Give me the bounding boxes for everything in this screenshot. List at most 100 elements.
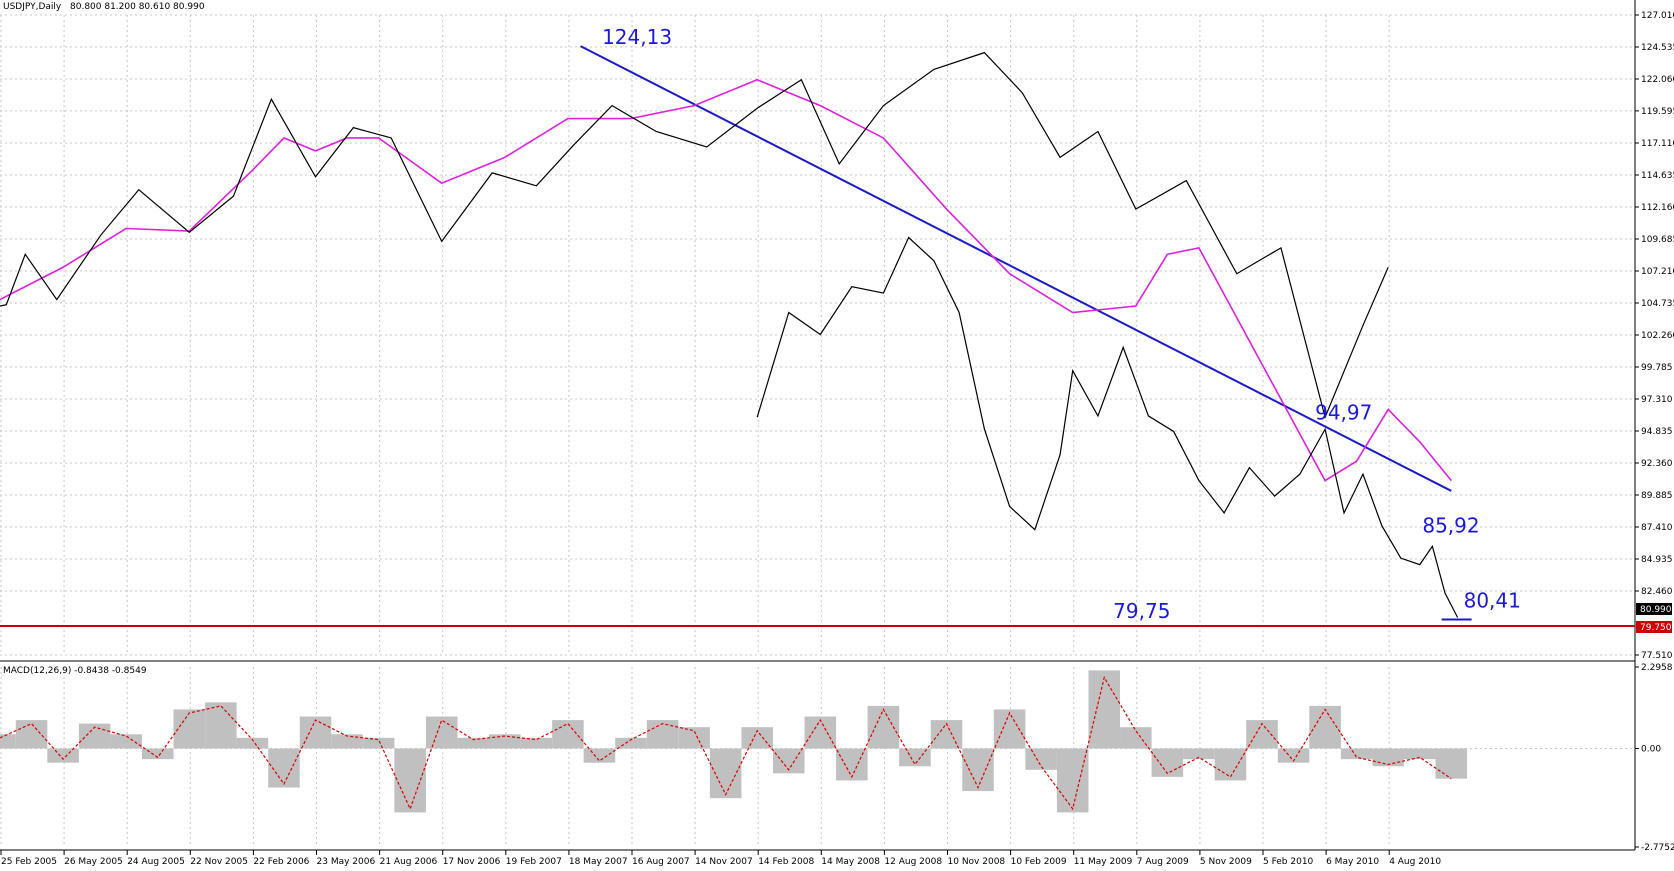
y-tick-label-5: 114.635 [1641, 171, 1674, 181]
current-price-label: 80.990 [1640, 605, 1672, 615]
annotations: 124,13 94,97 85,92 80,41 79,75 [602, 25, 1521, 623]
macd-bar-13 [394, 748, 426, 813]
macd-bar-11 [331, 734, 363, 749]
support-badge [1636, 621, 1672, 633]
macd-bar-44 [1372, 748, 1404, 767]
y-tick-label-19: 77.510 [1641, 651, 1673, 661]
y-tick-label-14: 92.360 [1641, 459, 1673, 469]
macd-bar-22 [678, 727, 710, 749]
y-tick-label-1: 124.535 [1641, 43, 1674, 53]
macd-y-tick-label-2: -2.7752 [1641, 843, 1674, 853]
x-tick-label-10: 16 Aug 2007 [632, 857, 690, 867]
macd-bar-39 [1214, 748, 1247, 781]
price-grid [0, 14, 1635, 656]
y-tick-label-11: 99.785 [1641, 363, 1673, 373]
annotation-4: 79,75 [1113, 599, 1170, 623]
macd-bar-6 [173, 709, 206, 749]
y-tick-label-17: 84.935 [1641, 555, 1673, 565]
macd-bar-24 [741, 727, 773, 749]
macd-bar-4 [110, 734, 142, 749]
x-tick-label-13: 14 May 2008 [821, 857, 880, 867]
macd-y-axis: 2.2958 0.00 -2.7752 [1635, 663, 1674, 853]
macd-bar-16 [489, 734, 521, 749]
y-tick-label-9: 104.735 [1641, 299, 1674, 309]
macd-bar-10 [299, 716, 332, 749]
macd-bar-5 [141, 748, 174, 760]
macd-bar-40 [1246, 720, 1278, 749]
macd-bar-15 [457, 737, 490, 749]
macd-y-tick-label-0: 2.2958 [1641, 663, 1673, 673]
y-tick-label-12: 97.310 [1641, 395, 1673, 405]
trendline [580, 45, 1452, 492]
x-tick-label-12: 14 Feb 2008 [758, 857, 814, 867]
macd-bar-17 [520, 737, 553, 749]
macd-bar-31 [962, 748, 994, 792]
macd-bar-12 [362, 737, 395, 749]
x-tick-label-4: 22 Feb 2006 [253, 857, 309, 867]
macd-bar-0 [0, 734, 16, 749]
price-line-2008-2010 [756, 236, 1459, 618]
y-tick-label-15: 89.885 [1641, 491, 1673, 501]
macd-bar-18 [552, 720, 584, 749]
macd-bar-9 [268, 748, 300, 788]
current-price-badge [1636, 603, 1672, 615]
x-tick-label-19: 5 Nov 2009 [1200, 857, 1252, 867]
macd-signal-line [0, 675, 1452, 811]
macd-bar-7 [205, 702, 237, 749]
y-tick-label-3: 119.595 [1641, 107, 1674, 117]
macd-bar-36 [1120, 727, 1152, 749]
x-tick-label-21: 6 May 2010 [1326, 857, 1379, 867]
macd-bar-41 [1277, 748, 1310, 763]
x-tick-label-9: 18 May 2007 [569, 857, 628, 867]
macd-bar-43 [1340, 748, 1373, 760]
macd-bar-19 [583, 748, 616, 763]
y-tick-label-6: 112.160 [1641, 203, 1674, 213]
macd-bar-32 [993, 709, 1026, 749]
support-price-label: 79.750 [1640, 623, 1672, 633]
x-tick-label-22: 4 Aug 2010 [1389, 857, 1441, 867]
y-tick-label-8: 107.210 [1641, 267, 1674, 277]
price-y-axis: 127.010 124.535 122.060 119.595 117.110 114.6… [1635, 11, 1674, 661]
macd-bar-20 [615, 737, 647, 749]
x-tick-label-5: 23 May 2006 [317, 857, 376, 867]
y-tick-label-2: 122.060 [1641, 75, 1674, 85]
y-tick-label-18: 82.460 [1641, 587, 1673, 597]
x-tick-label-8: 19 Feb 2007 [506, 857, 562, 867]
x-tick-label-1: 26 May 2005 [64, 857, 123, 867]
x-tick-label-17: 11 May 2009 [1074, 857, 1133, 867]
x-tick-label-2: 24 Aug 2005 [127, 857, 185, 867]
x-tick-label-0: 25 Feb 2005 [1, 857, 57, 867]
macd-bar-2 [47, 748, 79, 763]
ohlc-label: 80.800 81.200 80.610 80.990 [70, 2, 205, 12]
macd-bar-46 [1435, 748, 1468, 779]
x-tick-label-18: 7 Aug 2009 [1137, 857, 1189, 867]
x-tick-label-16: 10 Feb 2009 [1011, 857, 1067, 867]
macd-bar-35 [1088, 670, 1121, 749]
macd-bar-38 [1183, 748, 1215, 760]
symbol-label: USDJPY,Daily [3, 2, 62, 12]
y-tick-label-16: 87.410 [1641, 523, 1673, 533]
annotation-0: 124,13 [602, 25, 672, 49]
macd-bar-37 [1151, 748, 1184, 777]
macd-bar-34 [1056, 748, 1089, 813]
x-tick-label-20: 5 Feb 2010 [1263, 857, 1314, 867]
macd-y-tick-label-1: 0.00 [1641, 744, 1661, 754]
macd-bar-45 [1403, 748, 1436, 760]
y-tick-label-10: 102.260 [1641, 331, 1674, 341]
y-tick-label-7: 109.685 [1641, 235, 1674, 245]
x-tick-label-14: 12 Aug 2008 [884, 857, 942, 867]
annotation-2: 85,92 [1422, 513, 1479, 537]
macd-bar-29 [899, 748, 931, 767]
x-tick-label-3: 22 Nov 2005 [190, 857, 248, 867]
moving-average-line [0, 78, 1452, 482]
y-tick-label-0: 127.010 [1641, 11, 1674, 21]
macd-bar-8 [236, 737, 269, 749]
x-tick-label-7: 17 Nov 2006 [443, 857, 501, 867]
x-tick-label-6: 21 Aug 2006 [380, 857, 438, 867]
x-tick-label-15: 10 Nov 2008 [948, 857, 1006, 867]
macd-histogram [0, 670, 1468, 813]
macd-bar-33 [1025, 748, 1057, 770]
price-line [0, 51, 1389, 420]
annotation-1: 94,97 [1315, 400, 1372, 424]
